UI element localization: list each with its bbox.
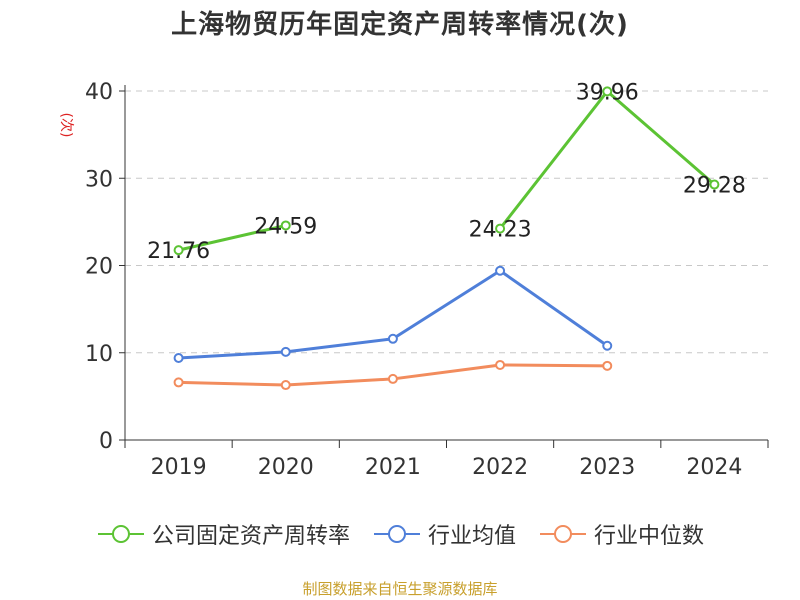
data-label: 29.28 (683, 174, 746, 199)
data-point (602, 86, 613, 97)
y-tick-label: 10 (85, 342, 113, 367)
data-label: 24.59 (254, 214, 317, 239)
data-point (173, 352, 184, 363)
y-axis-label: (次) (58, 113, 74, 138)
data-point (495, 265, 506, 276)
data-point (280, 380, 291, 391)
x-tick-label: 2020 (258, 455, 314, 480)
data-point (387, 333, 398, 344)
x-tick-label: 2019 (151, 455, 207, 480)
chart-title: 上海物贸历年固定资产周转率情况(次) (171, 10, 629, 40)
data-label: 24.23 (469, 218, 532, 243)
data-point (173, 377, 184, 388)
legend-item-company[interactable]: 公司固定资产周转率 (96, 518, 350, 550)
x-tick-label: 2021 (365, 455, 421, 480)
data-source-note: 制图数据来自恒生聚源数据库 (302, 580, 498, 598)
legend-item-industry-median[interactable]: 行业中位数 (538, 518, 704, 550)
series-line (178, 269, 609, 360)
x-tick-label: 2022 (472, 455, 528, 480)
data-label: 21.76 (147, 239, 210, 264)
y-tick-label: 0 (99, 429, 113, 454)
legend-marker-company-icon (97, 525, 144, 543)
series-line (178, 223, 287, 252)
data-point (280, 220, 291, 231)
data-point (602, 340, 613, 351)
data-point (495, 223, 506, 234)
data-point (495, 359, 506, 370)
x-tick-label: 2023 (579, 455, 635, 480)
legend-label-industry-median: 行业中位数 (594, 524, 705, 549)
data-label: 39.96 (576, 80, 639, 105)
legend-marker-industry-mean-icon (373, 525, 420, 543)
series-line (498, 89, 716, 230)
data-point (387, 373, 398, 384)
legend-label-company: 公司固定资产周转率 (151, 524, 350, 549)
data-point (602, 360, 613, 371)
y-tick-label: 40 (85, 80, 113, 105)
legend-marker-industry-median-icon (540, 525, 586, 543)
legend-label-industry-mean: 行业均值 (427, 524, 516, 549)
y-tick-label: 30 (85, 167, 113, 192)
data-point (173, 245, 184, 256)
x-tick-label: 2024 (686, 455, 742, 480)
data-point (709, 179, 720, 190)
legend-item-industry-mean[interactable]: 行业均值 (372, 518, 516, 550)
y-tick-label: 20 (85, 255, 113, 280)
data-point (280, 346, 291, 357)
legend: 公司固定资产周转率 行业均值 行业中位数 (0, 518, 800, 550)
